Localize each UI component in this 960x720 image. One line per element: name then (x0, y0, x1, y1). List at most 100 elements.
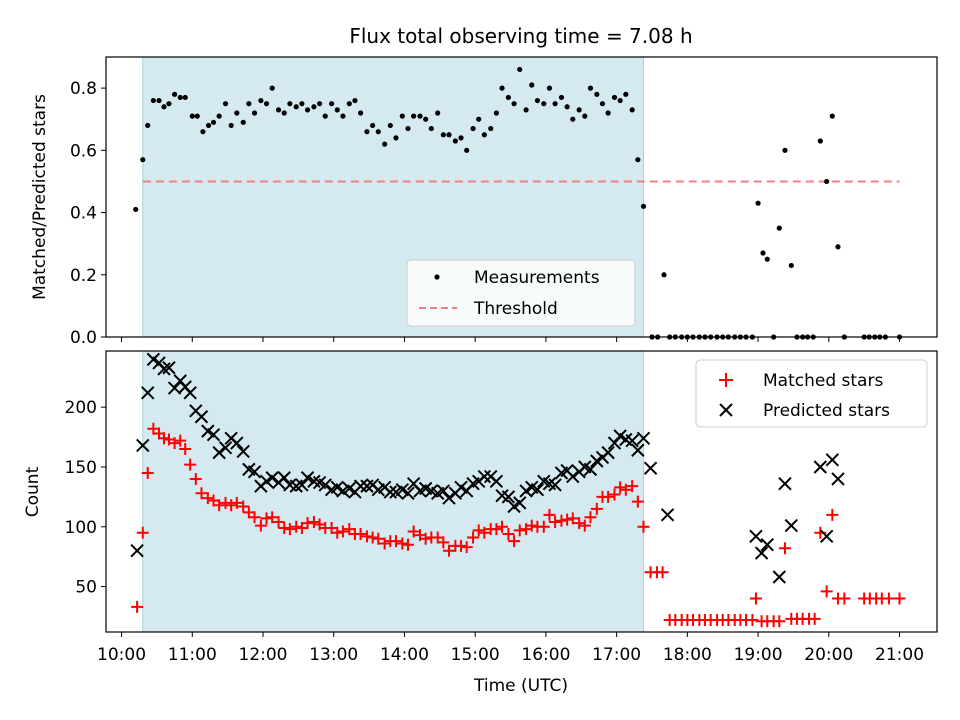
ratio-y-axis-ticks: 0.0 0.2 0.4 0.6 0.8 (70, 79, 106, 348)
measurement-point (263, 101, 270, 107)
matched-star-point (179, 443, 192, 456)
predicted-star-point (206, 427, 221, 442)
measurement-point (505, 94, 512, 101)
measurement-points (133, 66, 903, 340)
count-x-tick-label: 13:00 (309, 645, 358, 665)
matched-star-point (168, 437, 181, 450)
measurement-point (251, 110, 258, 116)
measurement-point (599, 101, 606, 107)
count-legend: Matched stars Predicted stars (695, 359, 928, 428)
predicted-star-point (236, 444, 250, 459)
measurement-point (156, 97, 162, 104)
count-x-tick-label: 20:00 (804, 645, 853, 665)
matched-star-point (174, 434, 187, 447)
measurement-point (346, 101, 352, 107)
predicted-star-point (660, 508, 675, 522)
measurement-point (499, 85, 505, 91)
matched-star-point (301, 517, 314, 530)
predicted-star-point (607, 436, 622, 450)
matched-star-point (820, 585, 833, 598)
measurement-point (488, 125, 494, 132)
matched-star-point (626, 480, 639, 493)
measurement-point (240, 119, 246, 125)
matched-star-point (230, 496, 243, 509)
count-legend-box (695, 359, 928, 428)
measurement-point (329, 101, 335, 107)
measurement-point (824, 178, 830, 185)
measurement-point (446, 132, 452, 138)
measurement-point (546, 85, 553, 91)
measurement-point (755, 200, 761, 206)
matched-star-point (578, 519, 591, 532)
matched-star-point (389, 535, 402, 548)
measurement-point (340, 113, 346, 119)
predicted-star-point (136, 438, 150, 453)
measurement-point (287, 101, 293, 107)
measurement-point (182, 94, 188, 101)
matched-star-point (366, 531, 379, 544)
measurement-point (476, 116, 482, 122)
measurement-point (458, 135, 464, 141)
count-x-tick-label: 21:00 (875, 645, 924, 665)
matched-star-point (472, 524, 485, 537)
ratio-y-tick-label: 0.0 (70, 328, 97, 348)
measurement-point (558, 94, 565, 101)
count-x-tick-label: 18:00 (663, 645, 712, 665)
matched-star-point (826, 508, 839, 521)
measurement-point (764, 256, 770, 262)
count-points (130, 352, 906, 628)
measurement-point (529, 82, 535, 88)
predicted-star-point (318, 478, 332, 492)
ratio-y-axis-label: Matched/Predicted stars (30, 94, 50, 300)
measurement-point (760, 250, 766, 256)
matched-star-point (237, 500, 250, 513)
matched-star-point (219, 496, 232, 509)
measurement-point (352, 97, 358, 104)
measurement-point (817, 138, 823, 144)
matched-star-point (213, 499, 226, 512)
matched-star-point (496, 520, 509, 533)
measurement-point (788, 262, 794, 269)
matched-star-point (372, 532, 385, 545)
measurement-point (405, 125, 411, 132)
measurement-point (275, 107, 282, 113)
matched-star-point (525, 519, 538, 532)
matched-star-point (656, 566, 669, 579)
matched-star-point (254, 519, 267, 532)
matched-star-point (455, 539, 468, 552)
measurement-point (435, 110, 441, 116)
measurement-point (375, 129, 381, 135)
ratio-panel: 0.00.20.40.60.8 Matched/Predicted stars … (30, 56, 938, 348)
predicted-star-point (754, 546, 769, 560)
measurement-point (635, 157, 641, 163)
measurement-point (452, 138, 458, 144)
matched-star-point (549, 515, 562, 528)
count-y-tick-label: 50 (75, 578, 97, 598)
matched-star-point (225, 499, 238, 512)
matched-star-point (778, 542, 791, 555)
measurement-point (172, 91, 178, 97)
matched-star-point (543, 508, 556, 521)
count-x-tick-label: 19:00 (734, 645, 783, 665)
matched-star-point (443, 544, 456, 557)
matched-star-point (561, 513, 574, 526)
predicted-star-point (625, 433, 639, 448)
predicted-star-point (784, 518, 799, 533)
matched-star-point (131, 600, 144, 613)
measurement-point (829, 113, 835, 119)
measurement-point (417, 113, 423, 119)
count-x-tick-label: 12:00 (239, 645, 288, 665)
matched-star-point (266, 511, 279, 524)
matched-star-point (893, 592, 906, 605)
measurement-point (470, 125, 476, 132)
measurement-point (393, 135, 399, 141)
measurement-point (570, 116, 576, 122)
measurement-point (411, 113, 417, 119)
matched-star-point (360, 530, 373, 543)
matched-star-point (838, 592, 851, 605)
measurement-point (311, 104, 317, 110)
count-y-axis-label: Count (23, 466, 43, 517)
matched-star-point (602, 490, 615, 503)
count-panel: 50 100 150 200 10:00 11:00 12:00 13:00 14:00 15:… (23, 350, 938, 696)
count-y-tick-label: 150 (65, 458, 97, 478)
